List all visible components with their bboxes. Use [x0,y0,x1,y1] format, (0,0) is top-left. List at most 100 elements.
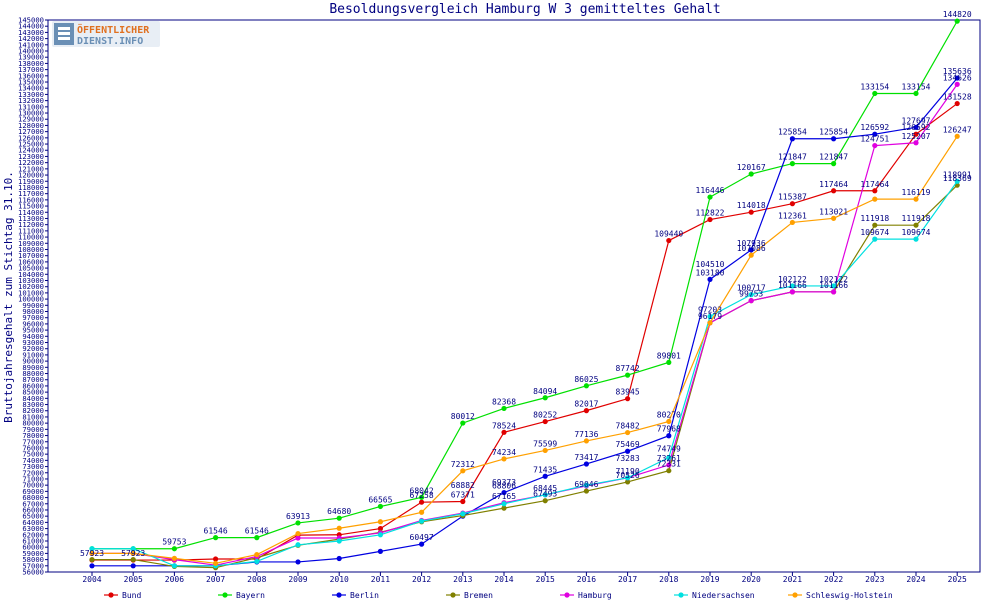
series-lines [89,18,960,571]
data-label: 77136 [574,430,598,439]
y-tick-label: 78000 [22,431,44,440]
data-point [171,555,177,561]
y-tick-label: 126000 [18,133,44,142]
data-label: 116446 [696,186,725,195]
data-label: 69373 [492,478,516,487]
logo[interactable]: ÖFFENTLICHER DIENST.INFO [52,21,160,47]
y-tick-label: 100000 [18,295,44,304]
data-point [707,313,713,320]
y-tick-label: 140000 [18,47,44,56]
data-point [748,247,754,253]
data-point [295,542,301,548]
x-tick-label: 2006 [165,575,184,584]
y-tick-label: 113000 [18,214,44,223]
y-tick-label: 145000 [18,16,44,25]
y-tick-label: 99000 [22,301,44,310]
data-label: 111918 [902,214,931,223]
y-tick-label: 66000 [22,505,44,514]
data-label: 82368 [492,397,516,406]
y-tick-label: 65000 [22,512,44,521]
y-tick-label: 63000 [22,524,44,533]
y-tick-label: 56000 [22,568,44,577]
y-tick-label: 98000 [22,307,44,316]
y-tick-label: 141000 [18,40,44,49]
data-label: 73283 [616,454,640,463]
data-point [872,90,878,97]
data-label: 57923 [121,549,145,558]
legend-label: Schleswig-Holstein [806,591,893,600]
data-point [789,161,796,167]
data-point [748,209,754,215]
y-ticks: 5600057000580005900060000610006200063000… [18,16,48,577]
data-point [501,405,507,412]
data-label: 126592 [860,123,889,132]
data-label: 104510 [696,260,725,269]
data-point [254,535,260,541]
data-point [377,532,383,538]
data-point [913,236,919,242]
data-point [789,136,796,142]
data-point [789,289,796,295]
y-tick-label: 92000 [22,344,44,353]
data-label: 124751 [860,135,889,144]
data-point [419,499,425,505]
data-point [748,252,754,258]
data-point [954,75,960,81]
y-tick-label: 84000 [22,394,44,403]
y-tick-label: 118000 [18,183,44,192]
data-point [707,216,713,223]
data-point [501,489,507,496]
data-point [501,505,507,511]
legend-label: Niedersachsen [692,591,755,600]
x-tick-label: 2013 [453,575,472,584]
y-tick-label: 144000 [18,22,44,31]
data-point [419,509,425,515]
data-point [707,320,713,326]
series-line [92,184,958,569]
x-tick-label: 2017 [618,575,637,584]
data-label: 68042 [410,486,434,495]
logo-line2: DIENST.INFO [77,36,143,47]
data-point [295,535,301,541]
x-tick-label: 2025 [948,575,967,584]
data-label: 80012 [451,412,475,421]
data-point [666,468,672,474]
data-point [501,456,507,462]
data-label: 73261 [657,454,681,463]
x-tick-label: 2012 [412,575,431,584]
data-label: 70526 [616,471,640,480]
y-tick-label: 74000 [22,456,44,465]
data-point [831,161,837,167]
y-tick-label: 103000 [18,276,44,285]
y-tick-label: 129000 [18,115,44,124]
data-point [954,100,960,107]
data-point [625,429,631,436]
y-tick-label: 104000 [18,270,44,279]
data-label: 111918 [860,214,889,223]
data-point [501,429,507,435]
data-point [748,292,754,298]
data-label: 131528 [943,93,972,102]
data-label: 67493 [533,490,557,499]
data-point [831,188,837,194]
data-label: 67258 [410,491,434,500]
chart-title: Besoldungsvergleich Hamburg W 3 gemittel… [329,2,720,17]
data-label: 121847 [778,153,807,162]
data-label: 96179 [698,312,722,321]
data-label: 125854 [778,128,807,137]
legend-swatch-marker [450,592,456,598]
y-tick-label: 105000 [18,264,44,273]
data-label: 121847 [819,153,848,162]
data-point [831,215,837,221]
data-label: 63913 [286,512,310,521]
data-point [789,283,796,289]
y-tick-label: 137000 [18,65,44,74]
data-point [336,525,342,531]
data-point [377,519,383,525]
series-line [92,103,958,561]
data-point [336,538,342,544]
data-point [666,237,672,244]
y-tick-label: 125000 [18,140,44,149]
y-tick-label: 138000 [18,59,44,68]
data-label: 133154 [902,82,931,91]
